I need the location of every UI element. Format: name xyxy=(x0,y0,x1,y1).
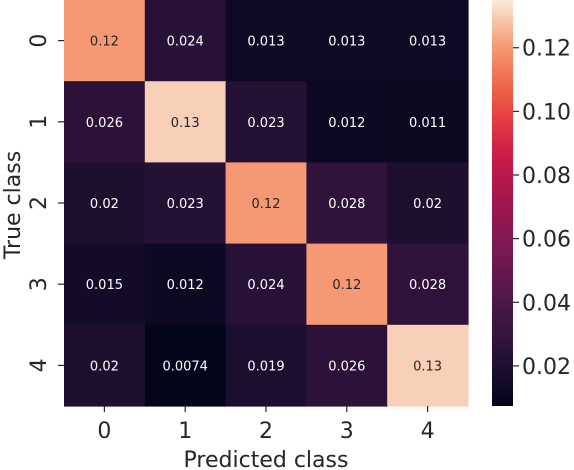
cell-value-r2-c1: 0.023 xyxy=(167,197,204,212)
heatmap-cell-r0-c2 xyxy=(225,0,307,82)
cell-value-r3-c2: 0.024 xyxy=(247,278,284,293)
cell-value-r3-c1: 0.012 xyxy=(167,278,204,293)
x-tick-label-0: 0 xyxy=(97,419,111,444)
heatmap-cell-r2-c3 xyxy=(306,162,388,245)
colorbar-tick-label-3: 0.08 xyxy=(522,164,571,189)
cell-value-r4-c4: 0.13 xyxy=(413,359,442,374)
heatmap-cell-r1-c1 xyxy=(144,81,227,163)
y-tick-label-4: 4 xyxy=(27,358,52,372)
x-tick-label-4: 4 xyxy=(421,419,435,444)
heatmap-cell-labels: 0.12 0.024 0.013 0.013 0.013 0.026 0.13 0.023 0.… xyxy=(86,35,446,375)
y-tick-label-0: 0 xyxy=(27,34,52,48)
colorbar-tick-label-2: 0.06 xyxy=(522,228,571,253)
cell-value-r2-c4: 0.02 xyxy=(413,197,442,212)
heatmap-cells xyxy=(64,0,469,407)
y-tick-label-2: 2 xyxy=(27,196,52,210)
cell-value-r2-c0: 0.02 xyxy=(90,197,119,212)
y-axis-label: True class xyxy=(1,151,26,260)
colorbar-tick-label-4: 0.10 xyxy=(522,100,571,125)
y-tick-label-3: 3 xyxy=(27,277,52,291)
heatmap-cell-r3-c0 xyxy=(64,243,146,326)
heatmap-cell-r3-c2 xyxy=(225,243,307,326)
cell-value-r4-c2: 0.019 xyxy=(247,359,284,374)
heatmap-cell-r0-c4 xyxy=(387,0,469,82)
heatmap-cell-r2-c0 xyxy=(64,162,146,245)
cell-value-r3-c0: 0.015 xyxy=(86,278,123,293)
cell-value-r1-c2: 0.023 xyxy=(247,116,284,131)
heatmap-cell-r2-c1 xyxy=(144,162,227,245)
cell-value-r1-c4: 0.011 xyxy=(409,116,446,131)
cell-value-r0-c2: 0.013 xyxy=(247,35,284,50)
colorbar xyxy=(492,0,513,406)
y-tick-label-1: 1 xyxy=(27,115,52,129)
cell-value-r1-c0: 0.026 xyxy=(86,116,123,131)
heatmap-cell-r4-c3 xyxy=(306,324,388,407)
cell-value-r3-c3: 0.12 xyxy=(332,278,361,293)
colorbar-tick-label-1: 0.04 xyxy=(522,291,571,316)
x-tick-label-1: 1 xyxy=(178,419,192,444)
heatmap-cell-r3-c1 xyxy=(144,243,227,326)
heatmap-cell-r0-c3 xyxy=(306,0,388,82)
heatmap-cell-r3-c4 xyxy=(387,243,469,326)
heatmap-cell-r4-c4 xyxy=(387,324,469,407)
heatmap-cell-r1-c4 xyxy=(387,81,469,163)
x-axis-ticks: 0 1 2 3 4 xyxy=(97,406,435,444)
cell-value-r2-c3: 0.028 xyxy=(328,197,365,212)
cell-value-r2-c2: 0.12 xyxy=(252,197,281,212)
heatmap-cell-r0-c0 xyxy=(64,0,146,82)
y-axis-ticks: 0 1 2 3 4 xyxy=(27,34,64,372)
cell-value-r1-c1: 0.13 xyxy=(171,116,200,131)
x-tick-label-2: 2 xyxy=(259,419,273,444)
cell-value-r0-c0: 0.12 xyxy=(90,35,119,50)
heatmap-cell-r1-c3 xyxy=(306,81,388,163)
heatmap-cell-r4-c0 xyxy=(64,324,146,407)
heatmap-cell-r1-c0 xyxy=(64,81,146,163)
heatmap-cell-r1-c2 xyxy=(225,81,307,163)
cell-value-r0-c1: 0.024 xyxy=(167,35,204,50)
colorbar-tick-label-0: 0.02 xyxy=(522,355,571,380)
cell-value-r4-c0: 0.02 xyxy=(90,359,119,374)
cell-value-r3-c4: 0.028 xyxy=(409,278,446,293)
heatmap-cell-r2-c4 xyxy=(387,162,469,245)
heatmap-cell-r0-c1 xyxy=(144,0,227,82)
heatmap-cell-r4-c1 xyxy=(144,324,227,407)
heatmap-cell-r2-c2 xyxy=(225,162,307,245)
heatmap-cell-r3-c3 xyxy=(306,243,388,326)
cell-value-r1-c3: 0.012 xyxy=(328,116,365,131)
colorbar-tick-label-5: 0.12 xyxy=(522,37,571,62)
cell-value-r0-c3: 0.013 xyxy=(328,35,365,50)
cell-value-r0-c4: 0.013 xyxy=(409,35,446,50)
cell-value-r4-c3: 0.026 xyxy=(328,359,365,374)
x-axis-label: Predicted class xyxy=(184,448,349,470)
cell-value-r4-c1: 0.0074 xyxy=(162,359,208,374)
heatmap-cell-r4-c2 xyxy=(225,324,307,407)
colorbar-ticks: 0.02 0.04 0.06 0.08 0.10 0.12 xyxy=(513,37,571,380)
x-tick-label-3: 3 xyxy=(340,419,354,444)
